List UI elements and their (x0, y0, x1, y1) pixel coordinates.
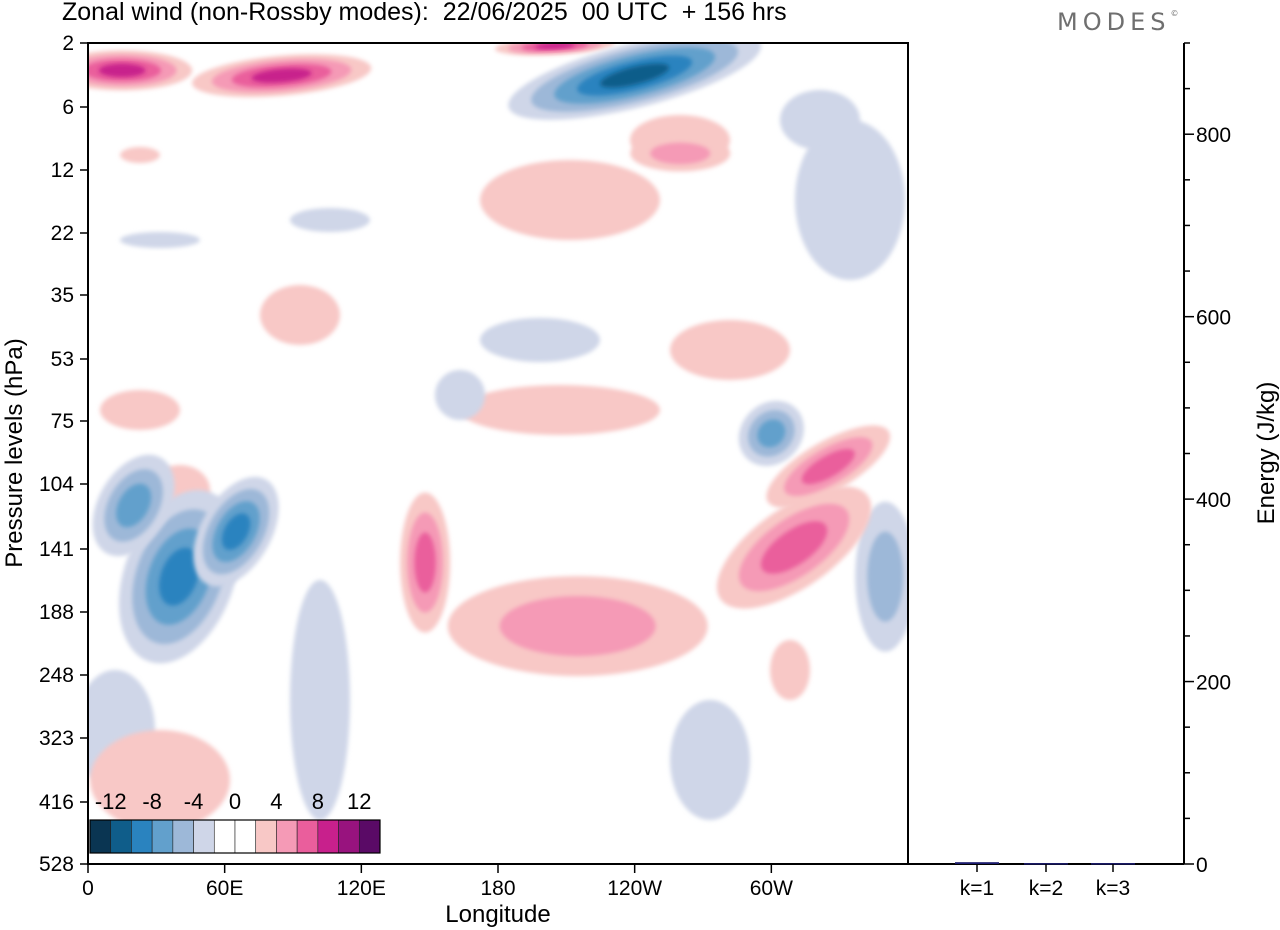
y-tick-label: 22 (51, 222, 74, 245)
colorbar: -12 -8 -4 0 4 8 12 (89, 789, 381, 854)
wind-contour-patch (670, 320, 790, 380)
energy-bar (955, 862, 999, 864)
wind-contour-patch (480, 318, 600, 362)
x-tick-label: 180 (480, 877, 515, 900)
x-tick-label: 120E (337, 877, 386, 900)
colorbar-swatch (276, 819, 298, 854)
wind-contour-negative (867, 531, 904, 622)
wind-contour-positive (98, 63, 146, 78)
modes-logo: MODES© (1057, 8, 1179, 36)
y-tick-label: 2 (62, 32, 74, 55)
colorbar-swatch (89, 819, 112, 854)
colorbar-swatch (172, 819, 194, 854)
colorbar-label: -4 (184, 789, 204, 814)
colorbar-swatch (296, 819, 319, 854)
energy-tick-label: 800 (1196, 124, 1231, 147)
y-tick-label: 528 (39, 853, 74, 876)
colorbar-swatch (213, 819, 236, 854)
x-axis-title: Longitude (445, 901, 550, 928)
energy-panel: 0 200 400 600 800 Energy (J/kg) k=1 k=2 k=3 (908, 42, 1280, 900)
wind-contour-positive (650, 142, 711, 165)
colorbar-swatch (110, 819, 132, 854)
wind-contour-patch (90, 730, 230, 830)
energy-category-label: k=1 (960, 877, 994, 900)
energy-tick-label: 400 (1196, 489, 1231, 512)
y-tick-label: 53 (51, 348, 74, 371)
wind-contour-positive (499, 596, 656, 657)
colorbar-label: 0 (229, 789, 241, 814)
y-tick-label: 75 (51, 410, 74, 433)
x-tick-label: 120W (607, 877, 662, 900)
colorbar-label: 8 (312, 789, 324, 814)
wind-contour-patch (120, 232, 200, 248)
x-tick-label: 60E (206, 877, 243, 900)
wind-contour-patch (190, 22, 310, 38)
wind-contour-negative (116, 483, 152, 528)
energy-category-label: k=2 (1029, 877, 1063, 900)
y-axis-title: Pressure levels (hPa) (1, 338, 28, 567)
wind-contour-negative (600, 63, 670, 88)
y-tick-label: 323 (39, 727, 74, 750)
wind-contour-positive (534, 43, 575, 50)
energy-bar (1024, 863, 1068, 865)
wind-contour-patch (120, 147, 160, 163)
energy-tick-label: 0 (1196, 854, 1208, 877)
wind-contour-positive (414, 532, 436, 593)
wind-contour-patch (780, 90, 860, 150)
y-tick-label: 35 (51, 284, 74, 307)
y-tick-label: 188 (39, 601, 74, 624)
wind-contour-positive (251, 68, 312, 83)
chart-title: Zonal wind (non-Rossby modes): 22/06/202… (62, 0, 787, 26)
wind-contour-negative (221, 513, 251, 550)
wind-contour-patch (460, 385, 660, 435)
wind-contour-patch (795, 120, 905, 280)
energy-axis-title: Energy (J/kg) (1253, 382, 1280, 525)
colorbar-label: -8 (142, 789, 162, 814)
colorbar-swatch (234, 819, 257, 854)
y-tick-label: 12 (51, 159, 74, 182)
wind-contour-patch (290, 580, 350, 820)
colorbar-label: 4 (270, 789, 282, 814)
energy-tick-label: 600 (1196, 307, 1231, 330)
wind-contour-patch (435, 370, 485, 420)
colorbar-swatch (193, 819, 215, 854)
colorbar-swatch (131, 819, 153, 854)
y-tick-label: 104 (39, 473, 74, 496)
wind-contour-patch (290, 208, 370, 232)
wind-contour-negative (757, 419, 786, 448)
x-tick-label: 0 (82, 877, 94, 900)
colorbar-swatch (255, 819, 277, 854)
y-tick-label: 416 (39, 791, 74, 814)
energy-category-label: k=3 (1096, 877, 1130, 900)
colorbar-label: -12 (95, 789, 127, 814)
wind-field (88, 22, 908, 830)
colorbar-frame (89, 819, 381, 854)
energy-tick-label: 200 (1196, 672, 1231, 695)
wind-contour-patch (480, 160, 660, 240)
x-tick-label: 60W (750, 877, 793, 900)
colorbar-swatch (358, 819, 381, 854)
wind-contour-patch (260, 285, 340, 345)
energy-bar (1091, 863, 1135, 865)
y-tick-label: 6 (62, 96, 74, 119)
y-tick-label: 248 (39, 664, 74, 687)
wind-contour-patch (670, 700, 750, 820)
colorbar-swatch (338, 819, 360, 854)
colorbar-swatch (317, 819, 339, 854)
wind-contour-patch (770, 640, 810, 700)
colorbar-swatch (151, 819, 174, 854)
wind-contour-positive (760, 521, 828, 574)
wind-contour-negative (159, 547, 200, 606)
wind-contour-positive (801, 448, 855, 485)
y-tick-label: 141 (39, 538, 74, 561)
wind-contour-patch (100, 390, 180, 430)
colorbar-label: 12 (347, 789, 371, 814)
